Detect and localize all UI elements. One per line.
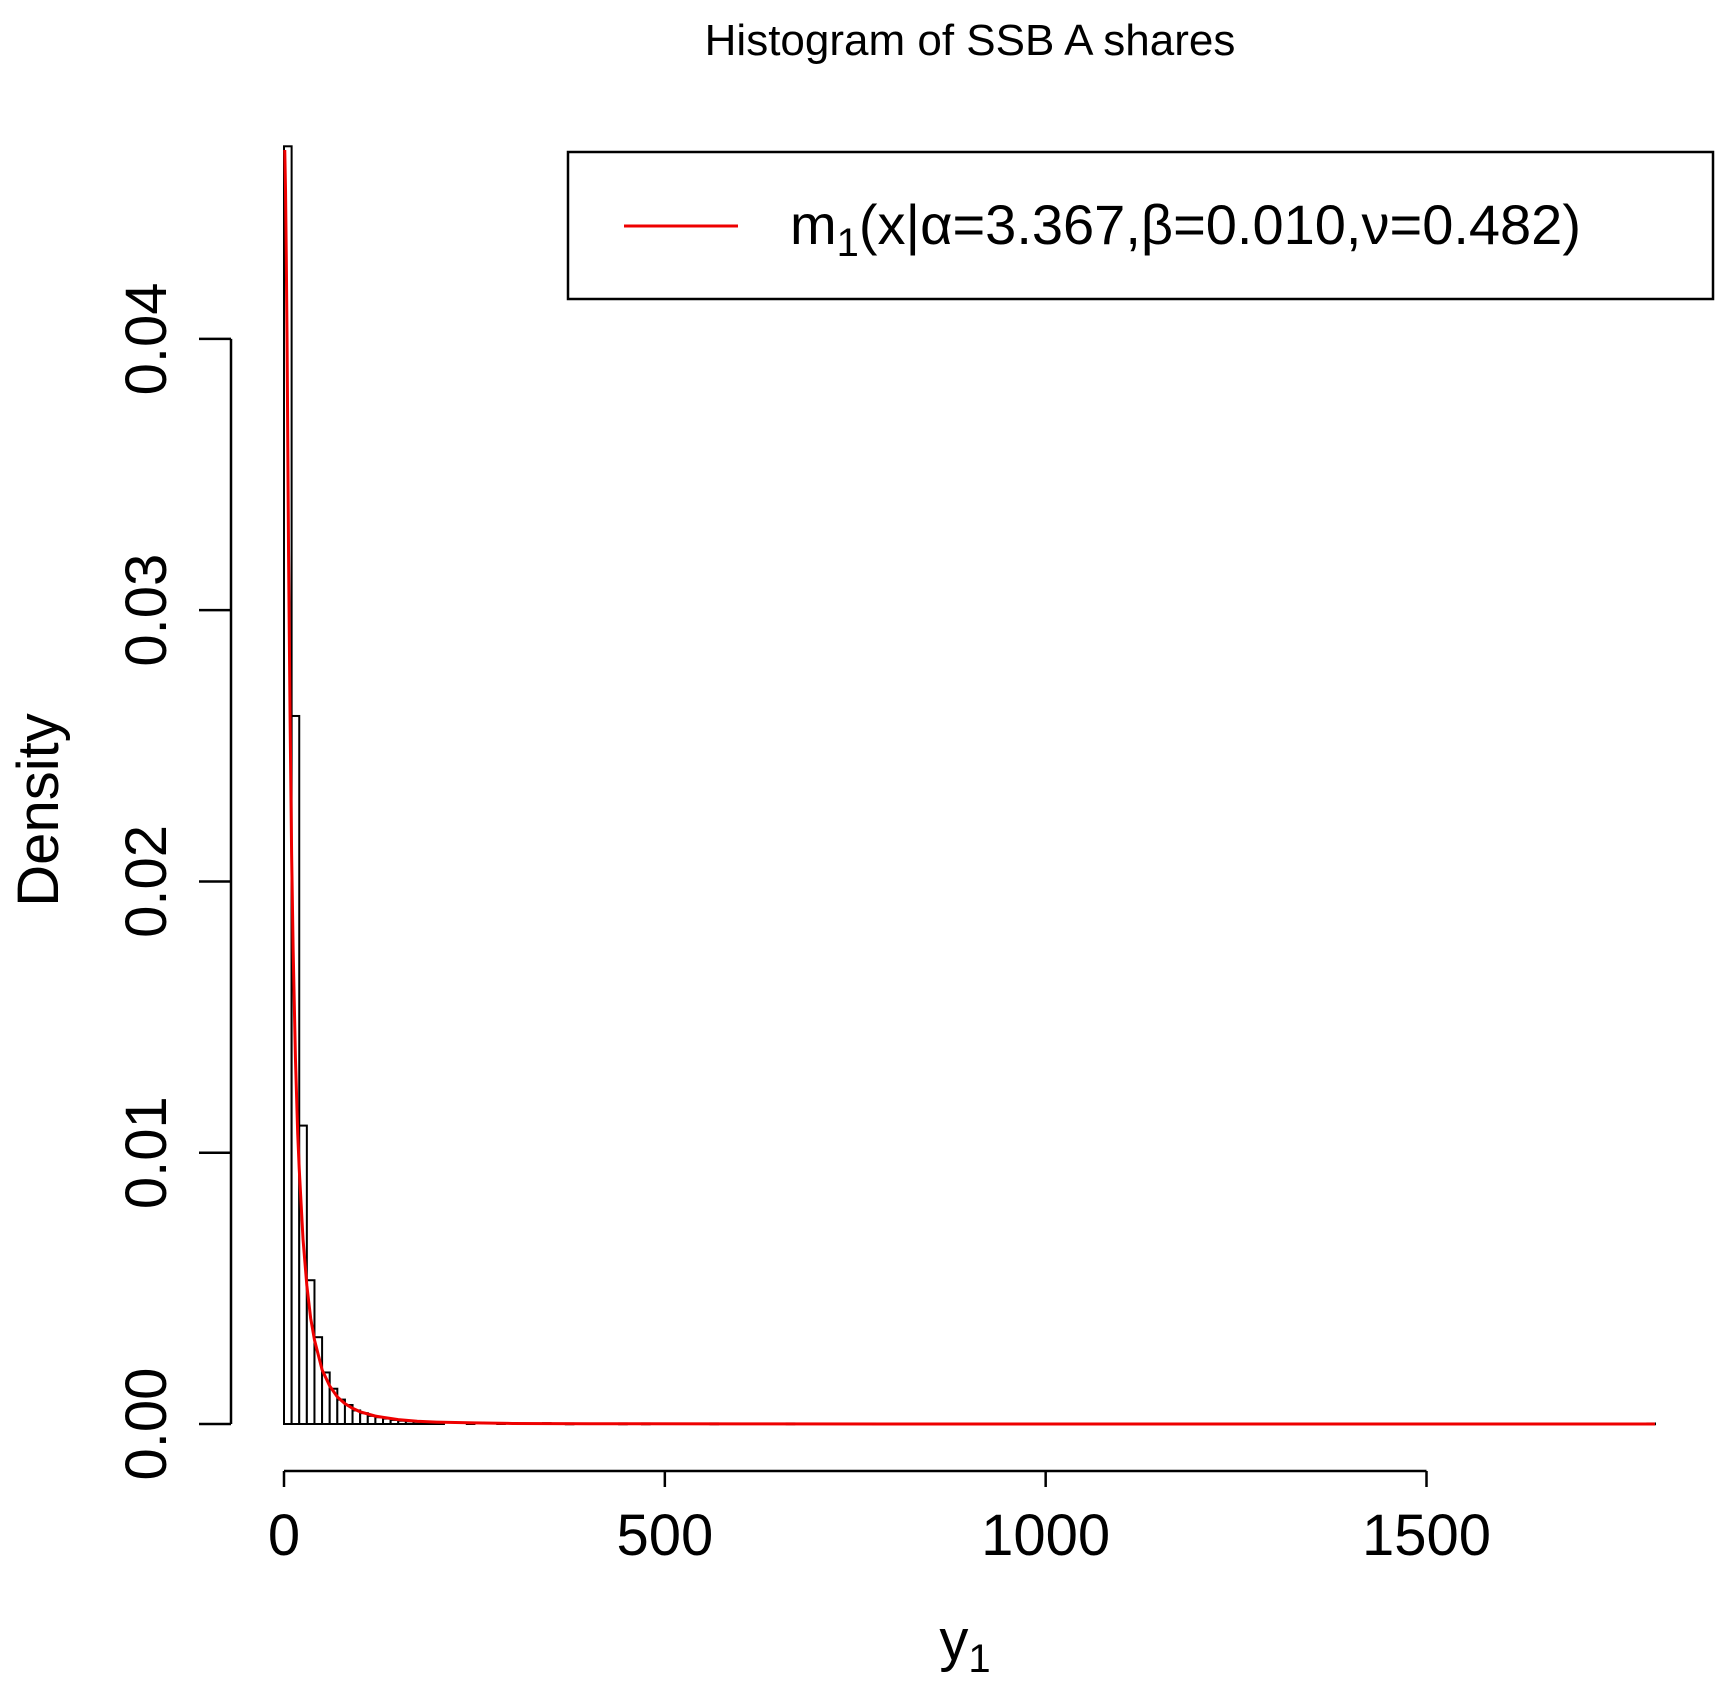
- x-axis-title-subscript: 1: [968, 1637, 990, 1681]
- y-tick-label-4: 0.04: [114, 282, 179, 395]
- x-tick-label-3: 1500: [1362, 1503, 1491, 1568]
- chart-title: Histogram of SSB A shares: [705, 16, 1236, 65]
- x-tick-label-1: 500: [616, 1503, 713, 1568]
- x-tick-label-2: 1000: [981, 1503, 1110, 1568]
- y-tick-label-3: 0.03: [114, 554, 179, 667]
- density-curve: [283, 149, 1656, 1426]
- histogram-bars: [283, 145, 1657, 1426]
- x-axis-title: y1: [939, 1608, 990, 1681]
- y-axis: 0.00 0.01 0.02 0.03 0.04: [114, 282, 233, 1481]
- x-tick-label-0: 0: [268, 1503, 300, 1568]
- y-tick-label-0: 0.00: [114, 1368, 179, 1481]
- legend: m1(x|α=3.367,β=0.010,ν=0.482): [566, 150, 1715, 301]
- legend-label: m1(x|α=3.367,β=0.010,ν=0.482): [790, 193, 1581, 265]
- legend-box: [566, 150, 1715, 301]
- legend-label-subscript: 1: [837, 221, 859, 265]
- legend-label-main: m: [790, 193, 837, 256]
- y-tick-label-1: 0.01: [114, 1096, 179, 1209]
- y-tick-label-2: 0.02: [114, 825, 179, 938]
- x-axis-title-main: y: [939, 1608, 968, 1673]
- y-axis-title: Density: [6, 713, 71, 906]
- x-axis: 0 500 1000 1500: [268, 1469, 1491, 1568]
- legend-label-rest: (x|α=3.367,β=0.010,ν=0.482): [859, 193, 1581, 256]
